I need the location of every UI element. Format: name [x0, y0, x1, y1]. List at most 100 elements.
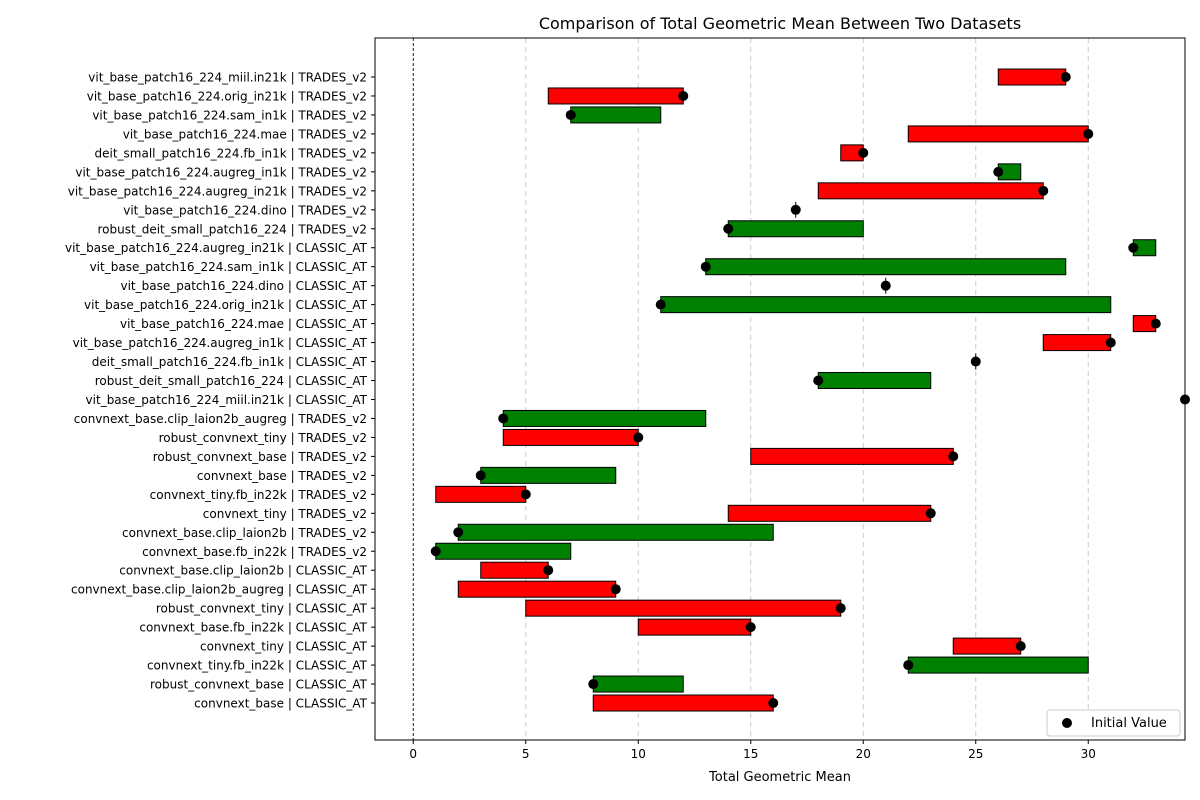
initial-value-marker: [633, 432, 644, 443]
change-bar: [592, 694, 774, 712]
y-tick-label: convnext_tiny.fb_in22k | CLASSIC_AT: [147, 659, 368, 673]
y-tick-label: convnext_base.fb_in22k | TRADES_v2: [142, 545, 367, 559]
y-tick-label: vit_base_patch16_224.mae | CLASSIC_AT: [120, 317, 368, 331]
y-tick-label: vit_base_patch16_224.dino | TRADES_v2: [123, 203, 367, 217]
change-bar: [705, 258, 1067, 276]
initial-value-marker: [520, 489, 531, 500]
initial-value-marker: [588, 679, 599, 690]
y-tick-label: convnext_base.clip_laion2b_augreg | TRAD…: [74, 412, 367, 426]
y-tick-label: convnext_base | CLASSIC_AT: [194, 697, 367, 711]
x-tick-label: 30: [1081, 747, 1096, 761]
y-tick-label: convnext_base.fb_in22k | CLASSIC_AT: [139, 621, 367, 635]
y-tick-label: deit_small_patch16_224.fb_in1k | CLASSIC…: [92, 355, 368, 369]
change-bar: [457, 523, 774, 541]
y-tick-label: vit_base_patch16_224.augreg_in21k | TRAD…: [68, 184, 367, 198]
y-tick-label: vit_base_patch16_224.augreg_in21k | CLAS…: [65, 241, 368, 255]
y-tick-label: convnext_tiny.fb_in22k | TRADES_v2: [150, 488, 367, 502]
y-tick-label: vit_base_patch16_224.mae | TRADES_v2: [123, 127, 367, 141]
y-ticks: vit_base_patch16_224_miil.in21k | TRADES…: [65, 71, 375, 711]
y-tick-label: convnext_tiny | TRADES_v2: [203, 507, 367, 521]
x-tick-label: 10: [631, 747, 646, 761]
initial-value-marker: [858, 147, 869, 158]
initial-value-marker: [475, 470, 486, 481]
change-bar: [727, 220, 864, 238]
y-tick-label: robust_convnext_base | CLASSIC_AT: [150, 678, 368, 692]
change-bar: [952, 637, 1022, 655]
y-tick-label: convnext_base.clip_laion2b | CLASSIC_AT: [119, 564, 367, 578]
x-tick-label: 20: [856, 747, 871, 761]
change-bar: [817, 372, 932, 390]
change-bar: [727, 504, 932, 522]
change-bar: [637, 618, 752, 636]
y-tick-label: vit_base_patch16_224.orig_in21k | TRADES…: [87, 89, 367, 103]
initial-value-marker: [948, 451, 959, 462]
legend-box: [1046, 709, 1181, 737]
initial-value-marker: [790, 204, 801, 215]
change-bar: [592, 675, 684, 693]
change-bar: [480, 466, 617, 484]
initial-value-marker: [565, 109, 576, 120]
initial-value-marker: [1150, 318, 1161, 329]
y-tick-label: robust_convnext_tiny | CLASSIC_AT: [156, 602, 368, 616]
initial-value-marker: [498, 413, 509, 424]
initial-value-marker: [880, 280, 891, 291]
change-bar: [547, 87, 684, 105]
change-bar: [435, 485, 527, 503]
initial-value-marker: [1128, 242, 1139, 253]
change-bar: [1042, 334, 1112, 352]
legend-label: Initial Value: [1091, 716, 1167, 731]
y-tick-label: vit_base_patch16_224_miil.in21k | TRADES…: [88, 71, 367, 85]
x-axis-label: Total Geometric Mean: [708, 770, 851, 785]
x-grid: [525, 38, 1089, 740]
change-bar: [502, 409, 707, 427]
y-tick-label: robust_convnext_base | TRADES_v2: [153, 450, 367, 464]
y-tick-label: vit_base_patch16_224.augreg_in1k | TRADE…: [75, 165, 367, 179]
x-tick-label: 5: [522, 747, 530, 761]
initial-value-marker: [835, 603, 846, 614]
initial-value-marker: [700, 261, 711, 272]
y-tick-label: vit_base_patch16_224.sam_in1k | TRADES_v…: [92, 108, 367, 122]
plot-frame: [374, 37, 1186, 741]
initial-value-marker: [993, 166, 1004, 177]
y-tick-label: convnext_base | TRADES_v2: [197, 469, 367, 483]
initial-value-marker: [1038, 185, 1049, 196]
initial-value-marker: [723, 223, 734, 234]
chart-title: Comparison of Total Geometric Mean Betwe…: [539, 14, 1021, 33]
change-bar: [502, 428, 639, 446]
initial-value-marker: [543, 565, 554, 576]
y-tick-label: convnext_tiny | CLASSIC_AT: [200, 640, 368, 654]
y-tick-label: vit_base_patch16_224.sam_in1k | CLASSIC_…: [90, 260, 368, 274]
y-tick-label: robust_deit_small_patch16_224 | TRADES_v…: [98, 222, 367, 236]
y-tick-label: deit_small_patch16_224.fb_in1k | TRADES_…: [95, 146, 367, 160]
initial-value-marker: [1105, 337, 1116, 348]
y-tick-label: vit_base_patch16_224_miil.in21k | CLASSI…: [86, 393, 368, 407]
initial-value-marker: [453, 527, 464, 538]
initial-value-marker: [745, 622, 756, 633]
initial-value-marker: [925, 508, 936, 519]
initial-markers: [430, 72, 1190, 709]
initial-value-marker: [970, 356, 981, 367]
initial-value-marker: [813, 375, 824, 386]
initial-value-marker: [1015, 641, 1026, 652]
change-bar: [435, 542, 572, 560]
change-bar: [750, 447, 954, 465]
initial-value-marker: [678, 90, 689, 101]
change-bar: [997, 68, 1067, 86]
y-tick-label: convnext_base.clip_laion2b | TRADES_v2: [122, 526, 367, 540]
change-bar: [457, 580, 617, 598]
change-bar: [525, 599, 842, 617]
change-bar: [907, 656, 1089, 674]
initial-value-marker: [655, 299, 666, 310]
initial-value-marker: [610, 584, 621, 595]
initial-value-marker: [430, 546, 441, 557]
y-tick-label: robust_convnext_tiny | TRADES_v2: [159, 431, 367, 445]
x-tick-label: 15: [743, 747, 758, 761]
x-ticks: 0 5 10 15 20 25 30: [409, 740, 1096, 761]
x-tick-label: 25: [968, 747, 983, 761]
y-tick-label: vit_base_patch16_224.augreg_in1k | CLASS…: [73, 336, 368, 350]
legend: Initial Value: [1046, 709, 1181, 737]
x-tick-label: 0: [409, 747, 417, 761]
initial-value-marker: [903, 660, 914, 671]
change-bar: [480, 561, 549, 579]
change-bar: [660, 296, 1112, 314]
